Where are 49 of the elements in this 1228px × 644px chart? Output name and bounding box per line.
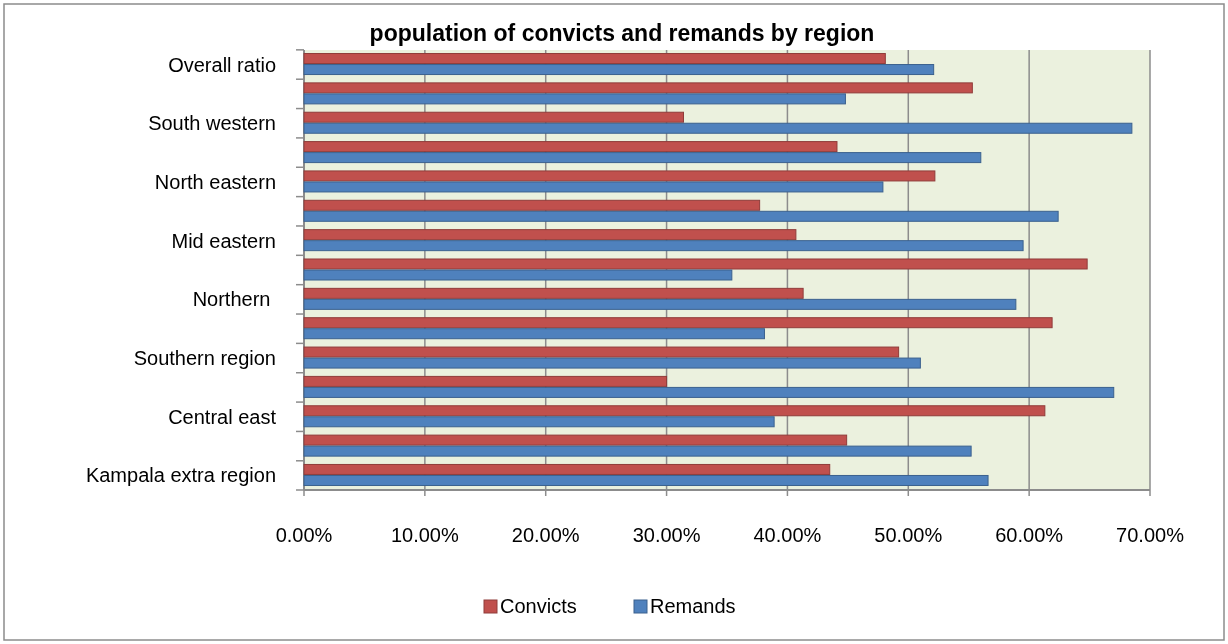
- x-tick-label: 50.00%: [874, 524, 943, 546]
- x-tick-label: 40.00%: [753, 524, 822, 546]
- bar: [303, 229, 797, 241]
- bar: [303, 141, 838, 153]
- x-tick-label: 30.00%: [632, 524, 701, 546]
- bar: [303, 375, 668, 387]
- bar: [303, 258, 1088, 270]
- y-tick-label: Overall ratio: [168, 53, 276, 76]
- bar: [303, 64, 935, 76]
- x-tick-label: 20.00%: [511, 524, 580, 546]
- bar: [303, 181, 884, 193]
- bar: [303, 210, 1059, 222]
- bar: [303, 357, 921, 369]
- x-tick-label: 0.00%: [275, 524, 333, 546]
- chart-title: population of convicts and remands by region: [369, 20, 875, 46]
- y-tick-label: South western: [148, 112, 276, 135]
- bar: [303, 287, 804, 299]
- legend-label: Remands: [650, 595, 736, 617]
- bar: [303, 269, 733, 281]
- bar: [303, 434, 848, 446]
- bar: [303, 317, 1053, 329]
- legend-label: Convicts: [500, 595, 577, 617]
- bar: [303, 416, 775, 428]
- bar: [303, 298, 1017, 310]
- bar: [303, 445, 972, 457]
- bar: [303, 122, 1133, 134]
- bar: [303, 111, 684, 123]
- y-tick-label: North eastern: [154, 170, 276, 193]
- y-tick-label: Mid eastern: [171, 229, 276, 252]
- x-tick-label: 10.00%: [390, 524, 459, 546]
- x-tick-label: 60.00%: [995, 524, 1064, 546]
- bar: [303, 199, 761, 211]
- bar: [303, 328, 765, 340]
- bar: [303, 463, 831, 475]
- y-tick-label: Southern region: [133, 347, 276, 370]
- bar: [303, 93, 846, 105]
- bar: [303, 474, 989, 486]
- x-tick-label: 70.00%: [1116, 524, 1185, 546]
- bar: [303, 386, 1115, 398]
- y-tick-label: Northern: [192, 288, 276, 311]
- y-tick-label: Central east: [168, 405, 277, 428]
- bar: [303, 152, 982, 164]
- bar: [303, 170, 936, 182]
- bar: [303, 240, 1024, 252]
- bar: [303, 82, 973, 94]
- bar: [303, 405, 1046, 417]
- bar: [303, 346, 900, 358]
- bar: [303, 53, 886, 65]
- y-tick-label: Kampala extra region: [85, 464, 276, 487]
